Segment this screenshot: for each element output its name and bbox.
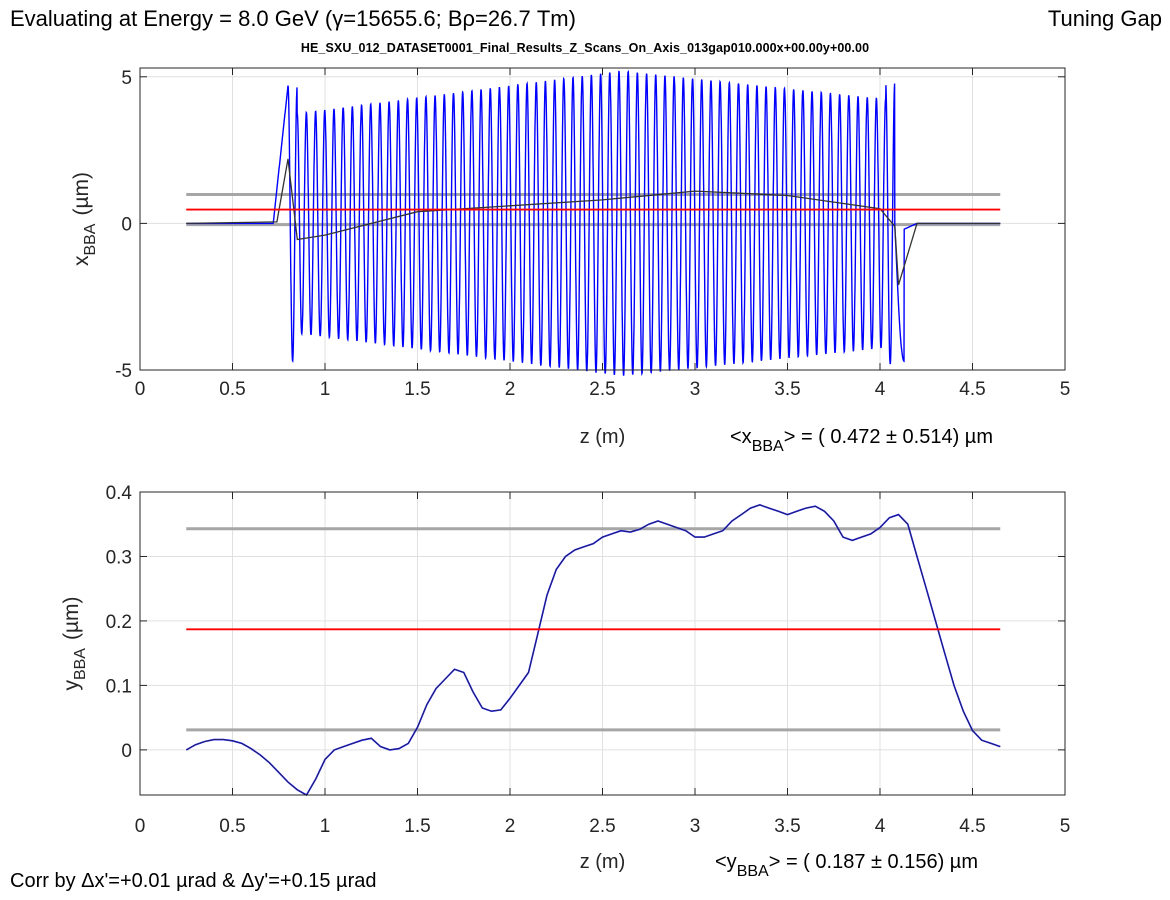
bottom-stat-sub: BBA xyxy=(737,863,769,880)
bottom-ytick-label-0: 0 xyxy=(121,741,132,762)
dataset-label: HE_SXU_012_DATASET0001_Final_Results_Z_S… xyxy=(300,41,870,55)
top-xtick-label-9: 4.5 xyxy=(959,379,985,400)
delta-symbol-x: Δ xyxy=(81,870,95,892)
bottom-xtick-label-7: 3.5 xyxy=(774,816,800,837)
bottom-ytick-label-2: 0.2 xyxy=(106,612,132,633)
top-ylabel-sub: BBA xyxy=(82,223,99,255)
corr-y-part: y'=+0.15 µrad xyxy=(254,870,377,892)
top-ytick-label-2: 5 xyxy=(121,68,132,89)
bottom-xlabel: z (m) xyxy=(580,851,626,873)
bottom-xtick-label-10: 5 xyxy=(1060,816,1071,837)
bottom-smoothed-line xyxy=(186,504,1001,796)
window-title: Evaluating at Energy = 8.0 GeV (γ=15655.… xyxy=(10,6,576,32)
title-suffix: =26.7 Tm) xyxy=(475,6,576,31)
gamma-symbol: γ xyxy=(332,6,344,31)
bottom-xtick-label-0: 0 xyxy=(135,816,146,837)
corr-x-part: x'=+0.01 µrad & xyxy=(94,870,242,892)
top-xtick-label-1: 0.5 xyxy=(219,379,245,400)
top-ylabel-unit: (µm) xyxy=(70,172,93,216)
bottom-ylabel-unit: (µm) xyxy=(60,596,83,640)
title-middle: =15655.6; B xyxy=(343,6,463,31)
top-xtick-label-2: 1 xyxy=(320,379,331,400)
bottom-xtick-label-4: 2 xyxy=(505,816,516,837)
top-xtick-label-3: 1.5 xyxy=(404,379,430,400)
top-ytick-label-1: 0 xyxy=(121,214,132,235)
bottom-xtick-label-8: 4 xyxy=(875,816,886,837)
bottom-xtick-label-5: 2.5 xyxy=(589,816,615,837)
bottom-ytick-label-3: 0.3 xyxy=(106,547,132,568)
corr-prefix: Corr by xyxy=(10,870,82,892)
top-xtick-label-8: 4 xyxy=(875,379,886,400)
top-smoothed-line xyxy=(186,158,1001,286)
bottom-stat-annotation: <yBBA> = ( 0.187 ± 0.156) µm xyxy=(715,851,978,880)
bottom-ylabel-sub: BBA xyxy=(72,648,89,680)
top-stat-pre: <x xyxy=(730,426,752,448)
top-signal-line xyxy=(186,69,1001,377)
top-ylabel-main: x xyxy=(70,255,93,266)
top-stat-annotation: <xBBA> = ( 0.472 ± 0.514) µm xyxy=(730,426,993,455)
top-xtick-label-6: 3 xyxy=(690,379,701,400)
top-xtick-label-10: 5 xyxy=(1060,379,1071,400)
bottom-stat-post: > = ( 0.187 ± 0.156) µm xyxy=(769,851,978,873)
bottom-xtick-label-9: 4.5 xyxy=(959,816,985,837)
top-xlabel: z (m) xyxy=(580,426,626,448)
bottom-ytick-label-1: 0.1 xyxy=(106,676,132,697)
bottom-xtick-label-3: 1.5 xyxy=(404,816,430,837)
bottom-xtick-label-1: 0.5 xyxy=(219,816,245,837)
bottom-ylabel: yBBA (µm) xyxy=(60,596,89,690)
top-xtick-label-5: 2.5 xyxy=(589,379,615,400)
correction-note: Corr by Δx'=+0.01 µrad & Δy'=+0.15 µrad xyxy=(10,870,376,893)
top-stat-post: > = ( 0.472 ± 0.514) µm xyxy=(784,426,993,448)
top-xtick-label-7: 3.5 xyxy=(774,379,800,400)
bottom-ytick-label-4: 0.4 xyxy=(106,483,133,504)
title-prefix: Evaluating at Energy = 8.0 GeV ( xyxy=(10,6,333,31)
top-xtick-label-0: 0 xyxy=(135,379,146,400)
bottom-stat-pre: <y xyxy=(715,851,737,873)
top-ytick-label-0: -5 xyxy=(115,361,132,382)
bottom-xtick-label-2: 1 xyxy=(320,816,331,837)
mode-label: Tuning Gap xyxy=(1047,6,1162,31)
top-xtick-label-4: 2 xyxy=(505,379,516,400)
y-bba-plot: 0 0.5 1 1.5 2 2.5 3 3.5 4 4.5 5 0 0.1 0.2 0.3 0.4 z (m) y… xyxy=(60,483,1071,880)
bottom-ylabel-main: y xyxy=(60,680,83,691)
delta-symbol-y: Δ xyxy=(241,870,255,892)
top-ylabel: xBBA (µm) xyxy=(70,172,99,266)
bottom-xtick-label-6: 3 xyxy=(690,816,701,837)
top-stat-sub: BBA xyxy=(752,438,784,455)
rho-symbol: ρ xyxy=(462,6,476,31)
